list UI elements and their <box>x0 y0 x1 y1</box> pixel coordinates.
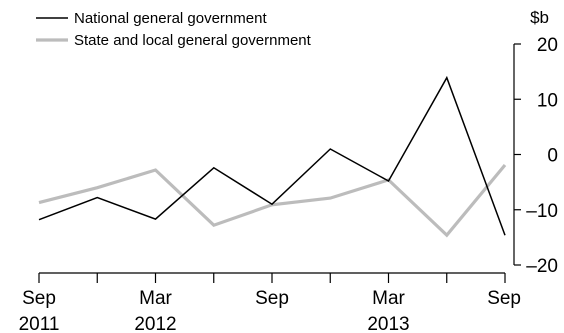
y-tick-label: 0 <box>547 146 558 167</box>
series-line-state-and-local-general-government <box>38 163 507 238</box>
y-tick-label: –20 <box>526 256 558 277</box>
legend: National general government State and loc… <box>36 10 312 49</box>
x-tick-label: Sep <box>487 288 521 309</box>
y-unit-label: $b <box>530 8 549 27</box>
series-line-national-general-government <box>38 75 506 236</box>
x-year-label: 2011 <box>19 314 60 333</box>
plot-area <box>38 75 507 238</box>
y-tick-label: 10 <box>537 90 558 111</box>
legend-label: National general government <box>74 10 267 27</box>
y-tick-label: 20 <box>537 35 558 56</box>
legend-label: State and local general government <box>74 32 312 49</box>
x-year-label: 2012 <box>134 314 176 333</box>
x-year-label: 2013 <box>367 314 409 333</box>
x-tick-label: Mar <box>372 288 405 309</box>
y-tick-label: –10 <box>526 201 558 222</box>
x-tick-label: Sep <box>255 288 289 309</box>
x-tick-label: Sep <box>22 288 56 309</box>
axes: 20 10 0 –10 –20 $b Sep 2011 Mar 2012 Sep Mar 2013 Sep <box>19 8 558 333</box>
x-tick-label: Mar <box>139 288 172 309</box>
